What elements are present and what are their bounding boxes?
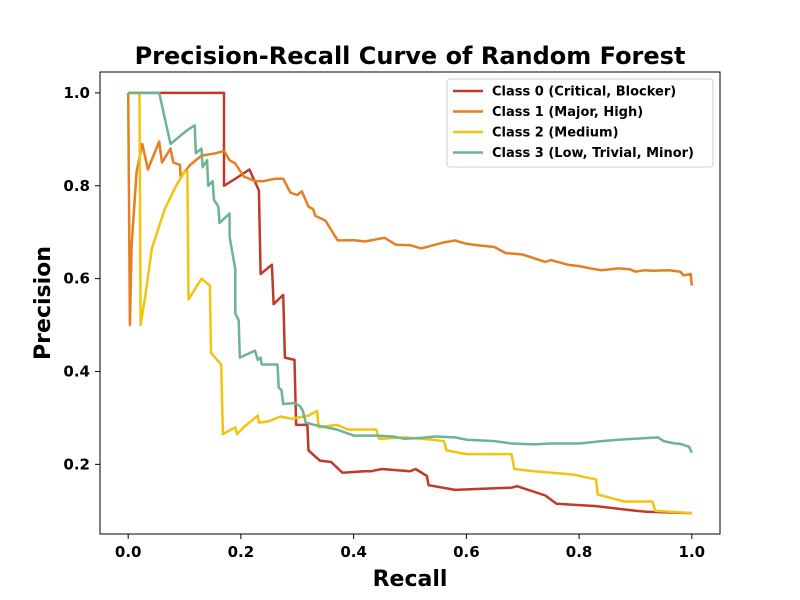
plot-area: 0.0 0.2 0.4 0.6 0.8 1.0 0.2 0.4 0.6 0.8 1.0	[63, 71, 721, 561]
y-tick-label: 0.4	[63, 362, 90, 380]
y-axis-ticks: 0.2 0.4 0.6 0.8 1.0	[63, 84, 100, 473]
legend-label-class-2: Class 2 (Medium)	[492, 126, 619, 141]
series-line-class-1	[126, 92, 694, 327]
x-axis-ticks: 0.0 0.2 0.4 0.6 0.8 1.0	[115, 534, 705, 561]
legend-label-class-3: Class 3 (Low, Trivial, Minor)	[492, 146, 694, 161]
y-tick-label: 0.8	[63, 177, 90, 195]
x-tick-label: 0.6	[453, 543, 480, 561]
y-tick-label: 0.6	[63, 270, 90, 288]
series-lines	[126, 91, 694, 515]
plot-frame	[99, 71, 721, 535]
x-tick-label: 0.4	[340, 543, 367, 561]
legend-label-class-1: Class 1 (Major, High)	[492, 105, 643, 120]
x-axis-label: Recall	[373, 567, 448, 592]
legend-box	[446, 78, 714, 168]
series-line-class-3	[128, 91, 693, 454]
series-line-class-0	[128, 91, 692, 515]
x-tick-label: 0.2	[228, 543, 255, 561]
x-tick-label: 1.0	[679, 543, 706, 561]
legend: Class 0 (Critical, Blocker) Class 1 (Majo…	[446, 78, 714, 168]
legend-label-class-0: Class 0 (Critical, Blocker)	[492, 85, 676, 100]
series-line-class-2	[128, 91, 692, 515]
y-axis-label: Precision	[31, 246, 56, 360]
x-tick-label: 0.8	[566, 543, 593, 561]
chart-title: Precision-Recall Curve of Random Forest	[135, 42, 686, 70]
y-tick-label: 0.2	[63, 455, 90, 473]
x-tick-label: 0.0	[115, 543, 142, 561]
y-tick-label: 1.0	[63, 84, 90, 102]
